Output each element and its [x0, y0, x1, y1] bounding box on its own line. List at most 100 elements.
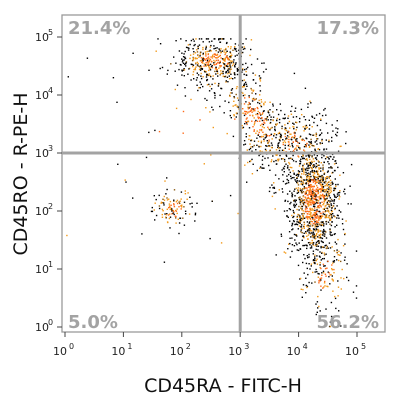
data-point-1483 — [314, 226, 316, 228]
data-point-1519 — [319, 175, 321, 178]
data-point-750 — [245, 118, 248, 120]
data-point-265 — [241, 79, 244, 82]
data-point-2594 — [313, 262, 316, 264]
data-point-1322 — [343, 188, 346, 190]
data-point-49 — [229, 72, 231, 74]
data-point-1333 — [313, 197, 315, 199]
data-point-339 — [229, 60, 232, 62]
data-point-310 — [225, 80, 227, 82]
data-point-729 — [229, 94, 231, 97]
data-point-2180 — [292, 160, 295, 162]
data-point-1870 — [302, 217, 304, 219]
data-point-1421 — [332, 158, 334, 160]
data-point-847 — [324, 178, 327, 180]
data-point-633 — [259, 136, 261, 138]
data-point-689 — [237, 69, 240, 71]
data-point-53 — [245, 62, 247, 65]
data-point-321 — [213, 38, 215, 40]
data-point-988 — [290, 201, 292, 204]
data-point-28 — [197, 63, 199, 65]
data-point-407 — [224, 76, 226, 78]
data-point-2099 — [154, 202, 156, 204]
data-point-258 — [220, 65, 222, 67]
data-point-1450 — [289, 220, 291, 222]
data-point-1198 — [312, 231, 315, 233]
data-point-4 — [212, 75, 214, 77]
data-point-360 — [205, 46, 207, 49]
data-point-880 — [313, 154, 316, 156]
data-point-1824 — [305, 183, 307, 185]
data-point-1269 — [311, 200, 314, 202]
data-point-839 — [301, 219, 303, 221]
data-point-1508 — [291, 225, 293, 227]
data-point-1312 — [321, 272, 323, 274]
data-point-2027 — [311, 192, 313, 194]
data-point-2385 — [279, 103, 281, 105]
data-point-1596 — [338, 191, 341, 194]
data-point-970 — [300, 201, 302, 203]
data-point-757 — [246, 120, 249, 123]
data-point-2488 — [328, 325, 331, 328]
data-point-2137 — [277, 158, 279, 161]
data-point-1874 — [349, 185, 351, 187]
data-point-685 — [225, 71, 228, 73]
data-point-641 — [252, 72, 254, 74]
data-point-1417 — [312, 193, 315, 195]
data-point-506 — [223, 58, 225, 60]
data-point-2336 — [288, 163, 291, 165]
data-point-623 — [249, 147, 252, 150]
data-point-1099 — [334, 178, 336, 180]
data-point-2437 — [125, 181, 127, 183]
data-point-249 — [187, 73, 189, 75]
data-point-1535 — [336, 120, 338, 122]
data-point-365 — [225, 56, 227, 59]
y-tick-exponent-2: 2 — [48, 202, 53, 211]
data-point-2031 — [170, 204, 172, 206]
data-point-1314 — [304, 208, 307, 210]
data-point-1624 — [298, 249, 300, 252]
data-point-501 — [284, 124, 286, 126]
data-point-2412 — [145, 156, 148, 159]
data-point-711 — [235, 116, 237, 118]
data-point-776 — [272, 111, 274, 113]
data-point-1679 — [313, 212, 316, 214]
data-point-2332 — [315, 135, 317, 137]
data-point-1919 — [322, 183, 324, 185]
data-point-2239 — [288, 161, 290, 164]
data-point-782 — [261, 126, 264, 128]
data-point-157 — [202, 58, 204, 61]
data-point-1699 — [313, 201, 316, 203]
data-point-488 — [253, 124, 255, 126]
data-point-718 — [234, 104, 236, 107]
data-point-418 — [190, 79, 192, 81]
data-point-1260 — [291, 194, 293, 197]
data-point-749 — [259, 113, 261, 115]
data-point-1020 — [327, 200, 329, 202]
data-point-1807 — [297, 228, 299, 230]
data-point-2596 — [346, 263, 348, 265]
data-point-639 — [250, 146, 252, 148]
data-point-998 — [302, 218, 304, 220]
data-point-1383 — [299, 203, 302, 205]
data-point-1779 — [315, 228, 317, 230]
data-point-448 — [230, 117, 232, 119]
data-point-677 — [249, 110, 251, 112]
data-point-2034 — [174, 209, 177, 212]
data-point-1044 — [301, 232, 303, 234]
data-point-2571 — [323, 235, 326, 237]
data-point-1147 — [312, 218, 314, 220]
data-point-566 — [271, 126, 273, 129]
data-point-2573 — [303, 254, 305, 256]
data-point-2421 — [162, 198, 164, 200]
data-point-343 — [219, 54, 221, 57]
data-point-1547 — [314, 170, 316, 173]
data-point-1184 — [311, 185, 314, 188]
data-point-1836 — [287, 248, 289, 250]
data-point-1913 — [305, 191, 307, 193]
data-point-1778 — [295, 139, 297, 141]
data-point-1287 — [296, 192, 298, 194]
data-point-158 — [236, 67, 238, 70]
data-point-250 — [184, 50, 186, 53]
data-point-1910 — [331, 181, 333, 183]
data-point-1750 — [297, 191, 300, 194]
